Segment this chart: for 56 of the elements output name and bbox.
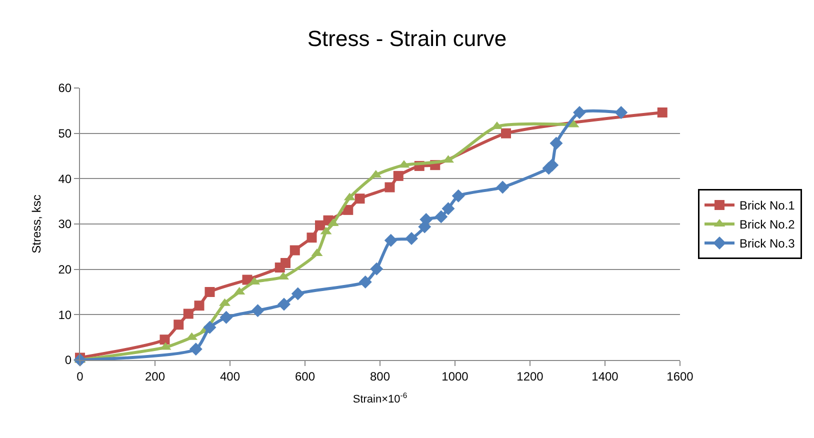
x-tick-label: 200 xyxy=(144,369,166,384)
x-tick-label: 0 xyxy=(76,369,84,384)
point xyxy=(358,276,372,289)
point xyxy=(343,204,354,215)
point xyxy=(452,189,465,202)
point xyxy=(370,262,384,276)
point xyxy=(174,320,184,330)
point xyxy=(384,234,398,247)
y-tick-label: 60 xyxy=(58,81,72,96)
point xyxy=(501,128,511,138)
point xyxy=(203,320,216,334)
x-tick-label: 1000 xyxy=(442,369,469,384)
y-tick-label: 0 xyxy=(64,353,72,368)
y-tick-label: 10 xyxy=(58,308,72,322)
y-tick-label: 20 xyxy=(58,262,72,277)
point xyxy=(405,232,418,246)
point xyxy=(420,212,433,226)
legend-label: Brick No.2 xyxy=(740,218,796,232)
x-tick-label: 600 xyxy=(294,369,316,384)
y-tick-label: 50 xyxy=(58,126,72,141)
point xyxy=(251,304,264,318)
y-axis-title: Stress, ksc xyxy=(30,194,44,254)
x-tick-label: 800 xyxy=(370,369,390,384)
point xyxy=(290,245,300,256)
point xyxy=(160,334,170,345)
point xyxy=(306,232,317,243)
point xyxy=(496,180,510,194)
point xyxy=(354,194,365,204)
x-tick-label: 1200 xyxy=(516,369,544,384)
legend-label: Brick No.1 xyxy=(740,198,796,213)
point xyxy=(573,106,586,119)
y-tick-label: 30 xyxy=(58,217,72,232)
point xyxy=(546,158,559,172)
point xyxy=(220,310,233,324)
point xyxy=(442,202,455,216)
point xyxy=(315,220,325,230)
point xyxy=(657,107,668,118)
point xyxy=(204,287,215,297)
point xyxy=(194,300,204,311)
point xyxy=(393,170,404,181)
x-tick-label: 400 xyxy=(220,369,240,384)
chart-title: Stress - Strain curve xyxy=(307,26,507,52)
point xyxy=(280,258,290,268)
point xyxy=(384,182,395,192)
point xyxy=(189,342,202,356)
point xyxy=(278,298,290,311)
point xyxy=(291,287,304,300)
point xyxy=(614,106,628,119)
x-tick-label: 1400 xyxy=(592,369,619,384)
point xyxy=(183,308,194,319)
legend-label: Brick No.3 xyxy=(740,236,796,251)
y-tick-label: 40 xyxy=(58,172,72,186)
point xyxy=(550,136,563,150)
point xyxy=(434,210,448,224)
x-tick-label: 1600 xyxy=(666,369,694,384)
x-axis-title: Strain×10$^{-6}$ xyxy=(352,390,408,406)
